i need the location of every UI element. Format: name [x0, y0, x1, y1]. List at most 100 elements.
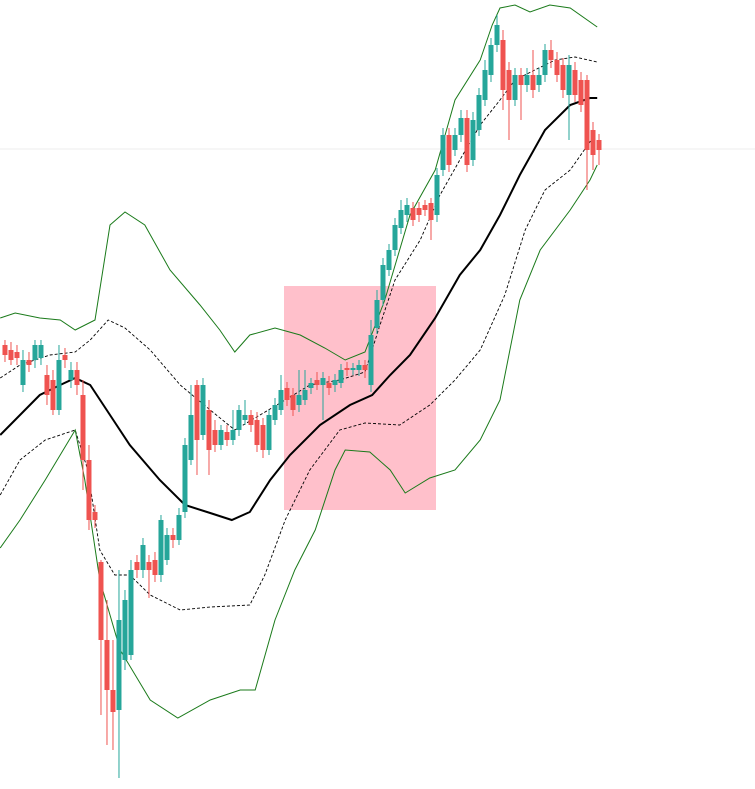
candle-body: [398, 210, 404, 228]
candle-body: [596, 140, 602, 150]
candle-body: [236, 410, 242, 430]
candle-body: [428, 203, 434, 220]
candle-body: [2, 345, 8, 355]
candle-body: [98, 562, 104, 640]
candle-body: [320, 378, 326, 385]
candle-body: [140, 545, 146, 570]
candle-body: [452, 135, 458, 150]
candle-body: [476, 95, 482, 130]
candle-body: [164, 535, 170, 560]
candle-body: [278, 390, 284, 410]
candle-body: [590, 130, 596, 155]
candle-body: [80, 395, 86, 460]
candle-body: [566, 65, 572, 95]
candle-body: [92, 512, 98, 520]
candle-body: [182, 445, 188, 512]
candle-body: [416, 208, 422, 215]
candle-body: [332, 380, 338, 385]
candle-body: [56, 360, 62, 410]
candle-body: [524, 75, 530, 85]
candle-body: [20, 360, 26, 385]
candle-body: [104, 640, 110, 690]
candle-body: [326, 383, 332, 388]
candle-body: [266, 415, 272, 450]
candle-body: [500, 40, 506, 90]
candle-body: [530, 75, 536, 90]
candle-body: [254, 420, 260, 445]
highlight-zone: [284, 286, 436, 510]
candle-body: [338, 370, 344, 383]
candle-body: [152, 560, 158, 575]
candle-body: [146, 562, 152, 570]
band-line: [0, 97, 598, 522]
candle-body: [62, 355, 68, 360]
candle-body: [44, 375, 50, 395]
candle-body: [464, 118, 470, 165]
candle-body: [260, 425, 266, 450]
candle-body: [26, 360, 32, 365]
band-line: [0, 164, 598, 719]
candle-body: [392, 225, 398, 250]
candle-body: [470, 120, 476, 160]
candle-body: [218, 430, 224, 445]
candle-body: [314, 380, 320, 385]
candle-body: [158, 520, 164, 575]
candle-body: [446, 135, 452, 165]
candle-body: [74, 370, 80, 385]
candle-body: [38, 345, 44, 358]
candle-body: [212, 430, 218, 445]
candle-body: [86, 460, 92, 520]
candle-body: [122, 600, 128, 660]
candle-body: [284, 388, 290, 400]
candle-body: [134, 562, 140, 570]
candle-body: [188, 415, 194, 460]
candle-body: [68, 370, 74, 380]
candle-body: [512, 75, 518, 100]
band-line: [0, 134, 596, 611]
candle-body: [248, 415, 254, 425]
candle-body: [578, 80, 584, 105]
candle-body: [50, 380, 56, 410]
candle-body: [380, 265, 386, 300]
candle-body: [410, 208, 416, 220]
candle-body: [242, 415, 248, 420]
candle-body: [440, 135, 446, 170]
candle-body: [116, 620, 122, 710]
candle-body: [308, 383, 314, 388]
candle-body: [296, 395, 302, 405]
candle-body: [482, 70, 488, 100]
candle-body: [302, 390, 308, 400]
candle-body: [170, 535, 176, 540]
candle-body: [506, 70, 512, 100]
candle-body: [422, 205, 428, 210]
candle-body: [272, 405, 278, 420]
candle-body: [554, 60, 560, 75]
candle-body: [350, 368, 356, 370]
candle-body: [194, 385, 200, 440]
candle-body: [14, 352, 20, 358]
candle-body: [542, 50, 548, 75]
candle-body: [344, 368, 350, 370]
candle-body: [110, 690, 116, 712]
candle-body: [128, 570, 134, 655]
candle-body: [488, 45, 494, 75]
band-line: [0, 4, 598, 361]
candle-body: [8, 350, 14, 360]
candle-body: [200, 385, 206, 435]
candle-body: [518, 75, 524, 85]
candle-body: [494, 25, 500, 45]
candle-body: [560, 65, 566, 90]
candle-body: [290, 395, 296, 410]
candle-body: [434, 175, 440, 215]
candle-body: [386, 250, 392, 270]
candle-body: [404, 205, 410, 215]
candle-body: [572, 70, 578, 95]
candle-body: [374, 300, 380, 328]
candle-body: [362, 365, 368, 370]
candle-body: [368, 335, 374, 385]
candle-body: [230, 430, 236, 440]
candle-body: [584, 80, 590, 150]
candle-body: [548, 50, 554, 60]
candle-body: [458, 118, 464, 135]
